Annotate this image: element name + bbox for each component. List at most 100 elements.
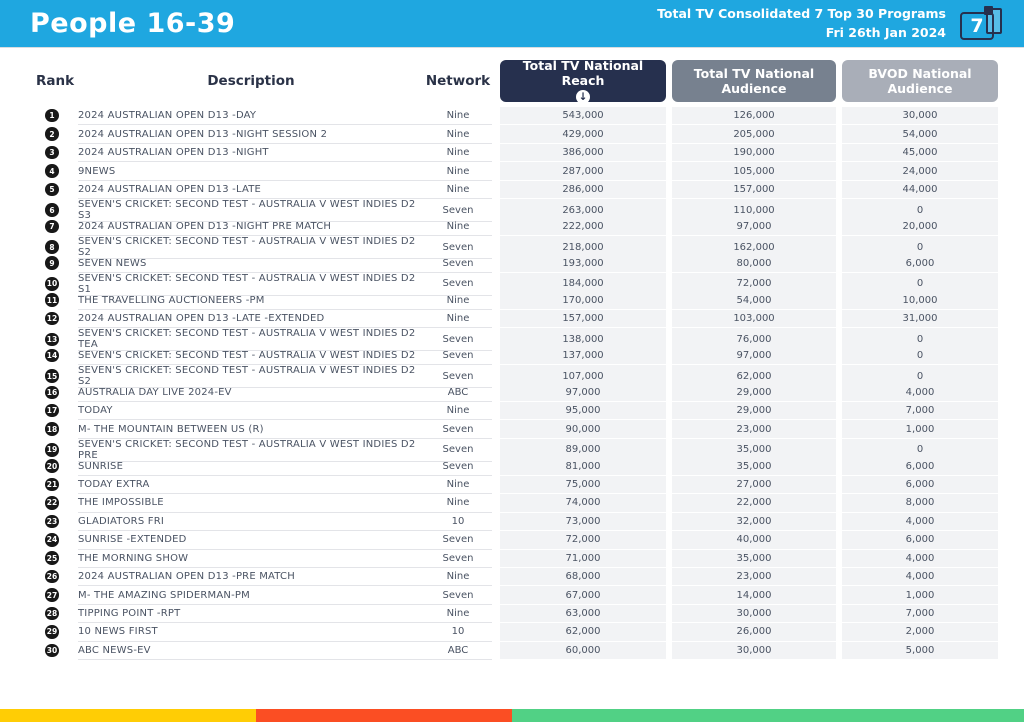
page-stack-corner-icon — [984, 5, 993, 15]
network-cell: Seven — [424, 236, 492, 260]
description-cell: M- THE MOUNTAIN BETWEEN US (R) — [78, 420, 424, 439]
description-cell: THE MORNING SHOW — [78, 550, 424, 568]
rank-cell: 14 — [26, 347, 78, 365]
description-cell: 2024 AUSTRALIAN OPEN D13 -LATE -EXTENDED — [78, 310, 424, 329]
reach-value-cell: 543,000 — [500, 107, 666, 126]
rank-badge: 16 — [45, 385, 59, 400]
column-header-network: Network — [425, 73, 491, 89]
rank-badge: 12 — [45, 311, 59, 326]
audience-value-cell: 35,000 — [672, 457, 836, 476]
network-cell: Nine — [424, 605, 492, 624]
reach-value-cell: 67,000 — [500, 586, 666, 605]
rank-cell: 11 — [26, 291, 78, 309]
table-row: 6 SEVEN'S CRICKET: SECOND TEST - AUSTRAL… — [26, 199, 998, 223]
column-header-rank: Rank — [36, 73, 75, 89]
rank-badge: 14 — [45, 348, 59, 363]
table-row: 25 THE MORNING SHOW Seven 71,000 35,000 … — [26, 549, 998, 568]
audience-value-cell: 54,000 — [672, 291, 836, 310]
column-header-total-tv-audience[interactable]: Total TV National Audience — [672, 60, 836, 102]
network-cell: Nine — [424, 494, 492, 513]
top-right-block: Total TV Consolidated 7 Top 30 Programs … — [657, 4, 1010, 44]
rank-badge: 10 — [45, 277, 59, 291]
page-number-icon: 7 — [958, 4, 1010, 44]
reach-value-cell: 137,000 — [500, 346, 666, 366]
rank-badge: 25 — [45, 551, 59, 565]
bvod-value-cell: 2,000 — [842, 623, 998, 642]
table-row: 4 9NEWS Nine 287,000 105,000 24,000 — [26, 162, 998, 181]
rank-cell: 9 — [26, 255, 78, 273]
table-row: 5 2024 AUSTRALIAN OPEN D13 -LATE Nine 28… — [26, 180, 998, 200]
rank-cell: 28 — [26, 605, 78, 623]
bvod-value-cell: 7,000 — [842, 402, 998, 421]
column-header-total-tv-reach[interactable]: Total TV National Reach ↓ — [500, 58, 666, 104]
rank-cell: 12 — [26, 310, 78, 328]
rank-badge: 15 — [45, 369, 59, 383]
description-cell: 2024 AUSTRALIAN OPEN D13 -NIGHT SESSION … — [78, 125, 424, 144]
network-cell: Nine — [424, 181, 492, 200]
report-subtitle: Total TV Consolidated 7 Top 30 Programs … — [657, 5, 946, 41]
rank-cell: 17 — [26, 402, 78, 420]
bvod-value-cell: 20,000 — [842, 217, 998, 237]
audience-value-cell: 35,000 — [672, 549, 836, 568]
description-cell: SUNRISE -EXTENDED — [78, 531, 424, 550]
network-cell: Seven — [424, 439, 492, 462]
page-title: People 16-39 — [30, 8, 236, 39]
description-cell: SEVEN'S CRICKET: SECOND TEST - AUSTRALIA… — [78, 439, 424, 462]
bvod-value-cell: 45,000 — [842, 143, 998, 163]
network-cell: Seven — [424, 365, 492, 389]
network-cell: Nine — [424, 162, 492, 181]
audience-value-cell: 27,000 — [672, 475, 836, 495]
audience-value-cell: 26,000 — [672, 623, 836, 642]
audience-value-cell: 23,000 — [672, 420, 836, 439]
top-bar: People 16-39 Total TV Consolidated 7 Top… — [0, 0, 1024, 48]
bvod-value-cell: 6,000 — [842, 254, 998, 273]
network-cell: 10 — [424, 513, 492, 532]
rank-cell: 21 — [26, 476, 78, 494]
bvod-value-cell: 8,000 — [842, 494, 998, 513]
table-row: 2 2024 AUSTRALIAN OPEN D13 -NIGHT SESSIO… — [26, 125, 998, 144]
rank-badge: 29 — [45, 625, 59, 639]
rank-cell: 25 — [26, 550, 78, 568]
description-cell: TODAY EXTRA — [78, 476, 424, 495]
network-cell: Nine — [424, 402, 492, 421]
rank-cell: 8 — [26, 236, 78, 259]
audience-value-cell: 205,000 — [672, 125, 836, 144]
network-cell: Nine — [424, 144, 492, 163]
column-header-bvod-audience[interactable]: BVOD National Audience — [842, 60, 998, 102]
network-cell: Seven — [424, 199, 492, 223]
table-row: 30 ABC NEWS-EV ABC 60,000 30,000 5,000 — [26, 641, 998, 661]
table-row: 14 SEVEN'S CRICKET: SECOND TEST - AUSTRA… — [26, 346, 998, 366]
rank-cell: 19 — [26, 439, 78, 462]
reach-value-cell: 60,000 — [500, 641, 666, 661]
reach-value-cell: 63,000 — [500, 604, 666, 624]
description-cell: M- THE AMAZING SPIDERMAN-PM — [78, 586, 424, 605]
footer-strip-segment-yellow — [0, 709, 256, 722]
rank-cell: 10 — [26, 273, 78, 296]
audience-value-cell: 97,000 — [672, 346, 836, 366]
rank-cell: 1 — [26, 107, 78, 125]
audience-value-cell: 105,000 — [672, 162, 836, 181]
audience-value-cell: 80,000 — [672, 254, 836, 273]
description-cell: 2024 AUSTRALIAN OPEN D13 -LATE — [78, 181, 424, 200]
rank-cell: 24 — [26, 531, 78, 549]
table-row: 12 2024 AUSTRALIAN OPEN D13 -LATE -EXTEN… — [26, 309, 998, 329]
table-row: 22 THE IMPOSSIBLE Nine 74,000 22,000 8,0… — [26, 494, 998, 513]
bvod-value-cell: 6,000 — [842, 457, 998, 476]
reach-value-cell: 193,000 — [500, 254, 666, 273]
rank-badge: 1 — [45, 108, 59, 123]
network-cell: Seven — [424, 273, 492, 296]
audience-value-cell: 29,000 — [672, 383, 836, 402]
audience-value-cell: 30,000 — [672, 604, 836, 624]
reach-value-cell: 72,000 — [500, 531, 666, 550]
bvod-value-cell: 54,000 — [842, 125, 998, 144]
reach-value-cell: 74,000 — [500, 494, 666, 513]
network-cell: Seven — [424, 255, 492, 273]
bvod-value-cell: 6,000 — [842, 475, 998, 495]
audience-value-cell: 32,000 — [672, 512, 836, 532]
reach-value-cell: 170,000 — [500, 291, 666, 310]
rank-badge: 9 — [45, 256, 59, 270]
description-cell: GLADIATORS FRI — [78, 513, 424, 532]
network-cell: Seven — [424, 457, 492, 476]
rank-cell: 6 — [26, 199, 78, 222]
audience-value-cell: 30,000 — [672, 641, 836, 661]
